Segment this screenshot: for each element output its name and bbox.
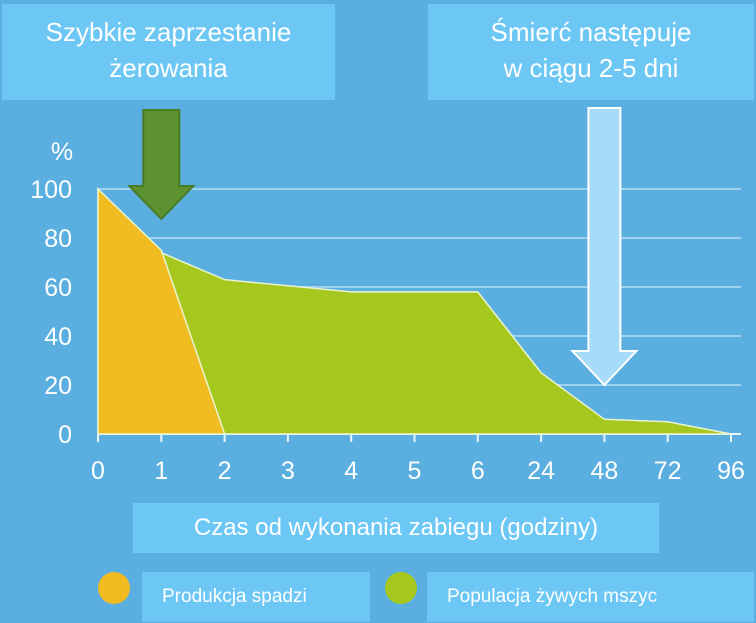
y-axis-ticks: 0 20 40 60 80 100 bbox=[30, 176, 72, 449]
arrow-down-icon bbox=[126, 109, 196, 221]
x-tick-label: 72 bbox=[654, 457, 682, 485]
callout-right-line-2: w ciągu 2-5 dni bbox=[503, 53, 679, 83]
x-tick-label: 2 bbox=[218, 457, 232, 485]
arrows bbox=[126, 107, 639, 387]
callout-right-line-1: Śmierć następuje bbox=[490, 17, 692, 47]
x-tick-label: 6 bbox=[471, 457, 485, 485]
x-tick-label: 1 bbox=[154, 457, 168, 485]
y-tick-label: 100 bbox=[30, 176, 72, 204]
x-axis-label: Czas od wykonania zabiegu (godziny) bbox=[133, 503, 659, 553]
callout-death-2-5-days: Śmierć następuje w ciągu 2-5 dni bbox=[428, 4, 754, 100]
arrow-down-icon bbox=[570, 107, 639, 387]
x-tick-label: 5 bbox=[408, 457, 422, 485]
x-tick-label: 24 bbox=[527, 457, 555, 485]
legend-label-honeydew: Produkcja spadzi bbox=[142, 572, 370, 622]
y-tick-label: 60 bbox=[44, 274, 72, 302]
callout-left-line-2: żerowania bbox=[109, 53, 228, 83]
x-tick-label: 4 bbox=[344, 457, 358, 485]
legend-marker-honeydew bbox=[98, 572, 130, 604]
x-tick-label: 0 bbox=[91, 457, 105, 485]
series-area-1 bbox=[97, 187, 226, 435]
y-tick-label: 20 bbox=[44, 372, 72, 400]
y-tick-label: 40 bbox=[44, 323, 72, 351]
x-tick-label: 48 bbox=[590, 457, 618, 485]
legend-marker-aphid-population bbox=[385, 572, 417, 604]
x-tick-label: 3 bbox=[281, 457, 295, 485]
x-axis-ticks: 0 1 2 3 4 5 6 24 48 72 96 bbox=[91, 434, 745, 485]
plot-area bbox=[97, 187, 732, 435]
y-tick-label: 80 bbox=[44, 225, 72, 253]
y-axis-label: % bbox=[51, 138, 73, 166]
y-tick-label: 0 bbox=[58, 421, 72, 449]
x-tick-label: 96 bbox=[717, 457, 745, 485]
legend-label-aphid-population: Populacja żywych mszyc bbox=[427, 572, 754, 622]
callout-fast-stop-feeding: Szybkie zaprzestanie żerowania bbox=[2, 4, 335, 100]
callout-left-line-1: Szybkie zaprzestanie bbox=[45, 17, 292, 47]
